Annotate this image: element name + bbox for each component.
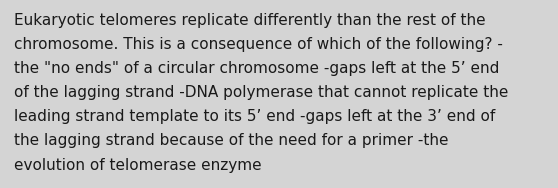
- Text: evolution of telomerase enzyme: evolution of telomerase enzyme: [14, 158, 262, 173]
- Text: the lagging strand because of the need for a primer -the: the lagging strand because of the need f…: [14, 133, 449, 149]
- Text: leading strand template to its 5’ end -gaps left at the 3’ end of: leading strand template to its 5’ end -g…: [14, 109, 495, 124]
- Text: the "no ends" of a circular chromosome -gaps left at the 5’ end: the "no ends" of a circular chromosome -…: [14, 61, 499, 76]
- Text: of the lagging strand -DNA polymerase that cannot replicate the: of the lagging strand -DNA polymerase th…: [14, 85, 508, 100]
- Text: chromosome. This is a consequence of which of the following? -: chromosome. This is a consequence of whi…: [14, 37, 503, 52]
- Text: Eukaryotic telomeres replicate differently than the rest of the: Eukaryotic telomeres replicate different…: [14, 13, 485, 28]
